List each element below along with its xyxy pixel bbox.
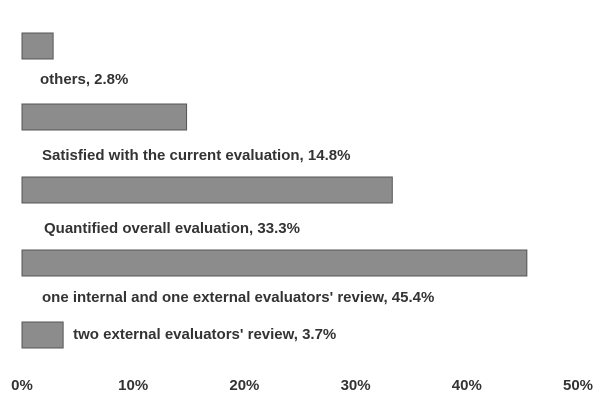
data-label: two external evaluators' review, 3.7% xyxy=(73,326,336,343)
bar xyxy=(21,249,528,277)
bar xyxy=(21,321,64,349)
x-tick-label: 20% xyxy=(229,377,259,394)
x-tick-label: 30% xyxy=(341,377,371,394)
data-label: others, 2.8% xyxy=(40,71,128,88)
data-label: one internal and one external evaluators… xyxy=(42,289,434,306)
data-label: Satisfied with the current evaluation, 1… xyxy=(42,147,350,164)
bar xyxy=(21,103,188,131)
x-tick-label: 50% xyxy=(563,377,593,394)
x-tick-label: 40% xyxy=(452,377,482,394)
x-tick-label: 10% xyxy=(118,377,148,394)
data-label: Quantified overall evaluation, 33.3% xyxy=(44,220,300,237)
bar xyxy=(21,176,393,204)
bar xyxy=(21,32,54,60)
x-tick-label: 0% xyxy=(11,377,33,394)
